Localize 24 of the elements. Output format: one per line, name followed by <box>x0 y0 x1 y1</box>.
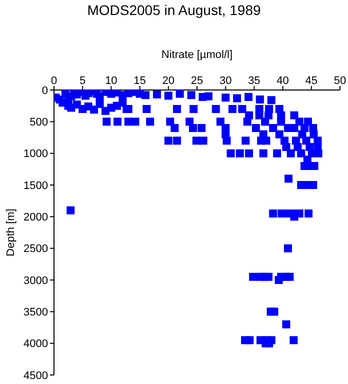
y-tick-label: 1000 <box>24 148 48 160</box>
x-tick-label: 45 <box>305 75 318 87</box>
x-tick-label: 50 <box>334 75 346 87</box>
y-tick-label: 4000 <box>24 338 48 350</box>
x-tick-label: 35 <box>248 75 260 87</box>
x-tick-label: 30 <box>219 75 232 87</box>
y-tick-label: 0 <box>42 84 48 97</box>
y-tick-label: 1500 <box>24 180 48 192</box>
x-tick-label: 20 <box>162 75 175 87</box>
y-tick-label: 2000 <box>24 212 48 224</box>
y-tick-label: 3500 <box>24 306 48 319</box>
y-tick-label: 3000 <box>24 274 48 287</box>
x-tick-label: 10 <box>105 75 118 87</box>
x-tick-label: 0 <box>50 75 58 87</box>
y-tick-label: 4500 <box>24 370 48 382</box>
x-tick-label: 5 <box>80 75 86 87</box>
x-axis-title: Nitrate [µmol/l] <box>161 48 233 61</box>
x-tick-label: 40 <box>276 75 289 87</box>
chart-title: MODS2005 in August, 1989 <box>86 2 262 18</box>
y-axis-title: Depth [m] <box>4 208 17 256</box>
y-tick-label: 500 <box>30 116 48 129</box>
x-tick-label: 15 <box>134 75 146 87</box>
x-tick-label: 25 <box>190 75 204 87</box>
y-tick-label: 2500 <box>24 243 48 256</box>
